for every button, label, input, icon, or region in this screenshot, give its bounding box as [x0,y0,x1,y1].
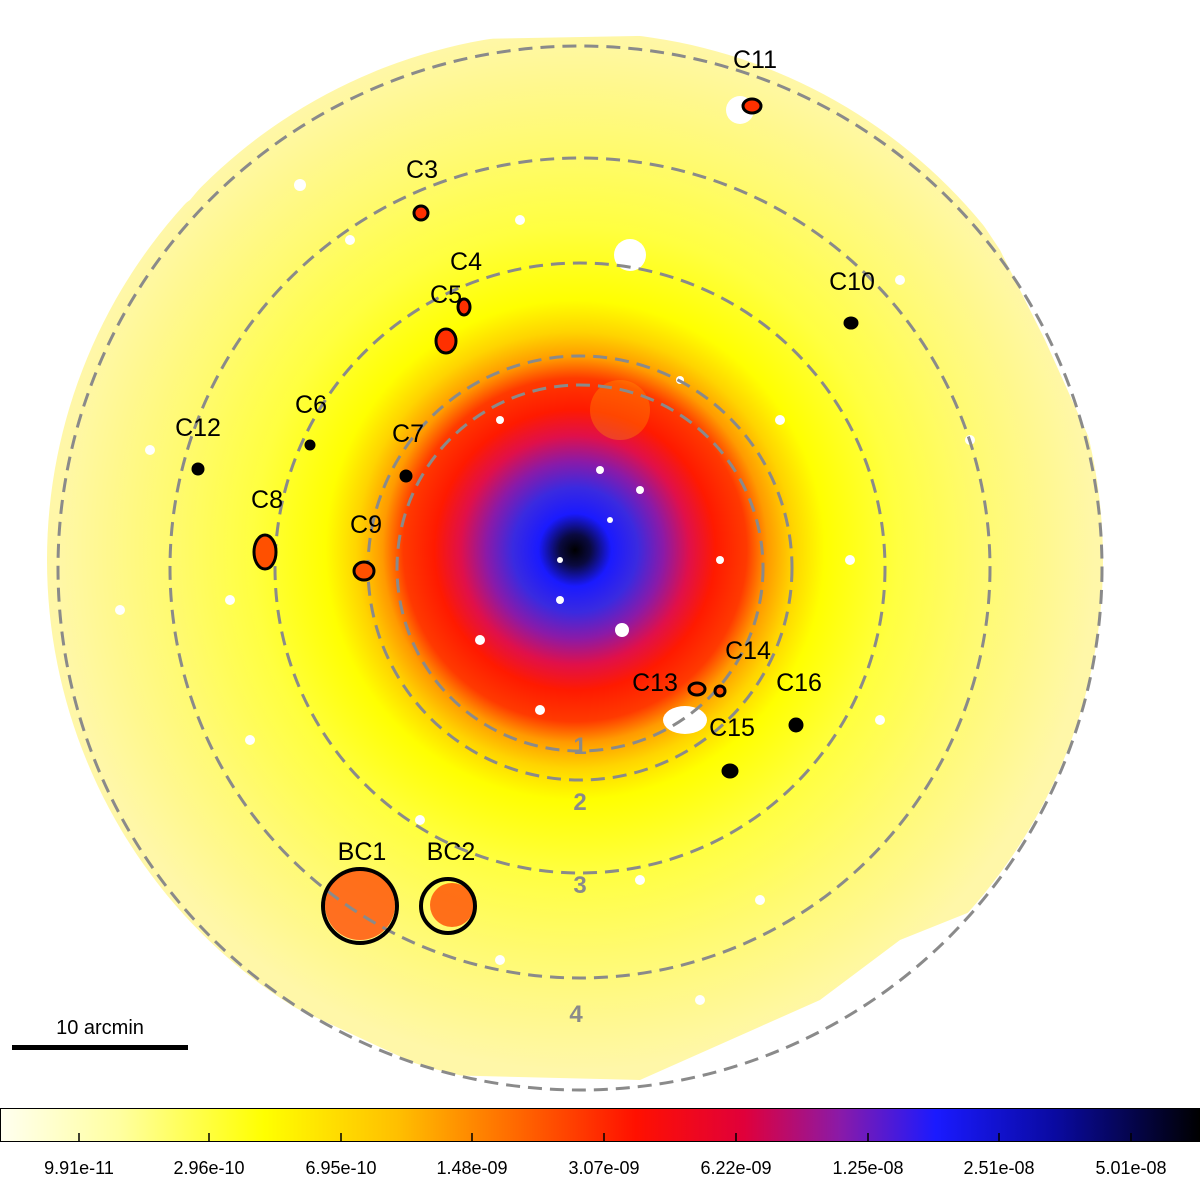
clump-contour-c12 [191,462,205,476]
colorbar-tick-label: 5.01e-08 [1095,1158,1166,1178]
ring-label-3: 3 [573,872,586,899]
clump-contour-c8 [252,533,278,571]
colorbar-tick-labels: 9.91e-11 2.96e-10 6.95e-10 1.48e-09 3.07… [44,1158,1166,1178]
scale-bar-line [12,1045,188,1050]
clump-contour-c16 [788,717,804,733]
masked-sources [115,96,975,1005]
clump-label-c6: C6 [295,391,327,419]
annulus-1 [395,383,765,753]
colorbar-tick-label: 3.07e-09 [568,1158,639,1178]
ring-label-4: 4 [569,1001,583,1028]
colorbar-tick-marks [78,1133,1132,1142]
clump-contour-c3 [412,204,430,222]
clump-contours [191,97,859,779]
colorbar-tick-label: 9.91e-11 [44,1158,114,1178]
observed-field [47,35,1103,1080]
clump-label-c12: C12 [175,414,221,442]
background-cluster-markers [321,867,477,945]
clump-label-c7: C7 [392,420,424,448]
clump-label-c3: C3 [406,156,438,184]
clump-contour-c4 [456,297,472,317]
clump-label-c11: C11 [733,46,777,74]
clump-label-c14: C14 [725,637,771,665]
annulus-5 [56,44,1104,1092]
colorbar-gradient [0,1108,1200,1142]
colorbar-tick-label: 1.25e-08 [832,1158,903,1178]
annulus-4 [168,156,992,980]
bc1-circle [321,867,399,945]
clump-label-c5: C5 [430,281,462,309]
clump-contour-c9 [352,560,376,582]
clump-label-c13: C13 [632,669,678,697]
colorbar-tick-label: 2.51e-08 [963,1158,1034,1178]
colorbar-tick-label: 6.95e-10 [305,1158,376,1178]
clump-contour-c11 [741,97,763,115]
colorbar-tick-label: 6.22e-09 [700,1158,771,1178]
scale-bar-label: 10 arcmin [56,1017,144,1039]
clump-contour-c15 [721,763,739,779]
clump-label-c16: C16 [776,669,822,697]
clump-contour-c5 [434,327,458,355]
ring-label-2: 2 [573,789,586,816]
clump-contour-c6 [304,439,316,451]
annulus-3 [273,261,887,875]
clump-contour-c10 [843,316,859,330]
clump-contour-c7 [399,469,413,483]
ring-label-1: 1 [573,733,586,760]
bc2-label: BC2 [427,838,476,866]
colorbar-tick-label: 1.48e-09 [436,1158,507,1178]
clump-contour-c13 [687,681,707,697]
bc1-label: BC1 [338,838,387,866]
clump-label-c15: C15 [709,714,755,742]
clump-label-c4: C4 [450,248,482,276]
colorbar: 9.91e-11 2.96e-10 6.95e-10 1.48e-09 3.07… [0,1108,1200,1178]
bc2-circle [419,877,477,935]
clump-label-c8: C8 [251,486,283,514]
clump-label-c9: C9 [350,511,382,539]
scale-bar: 10 arcmin [12,1017,188,1050]
clump-contour-c14 [713,684,727,698]
clump-labels: C11 C3 C4 C5 C10 C6 C12 C7 C8 C9 C14 C13… [175,46,875,866]
clump-label-c10: C10 [829,268,875,296]
colorbar-tick-label: 2.96e-10 [173,1158,244,1178]
